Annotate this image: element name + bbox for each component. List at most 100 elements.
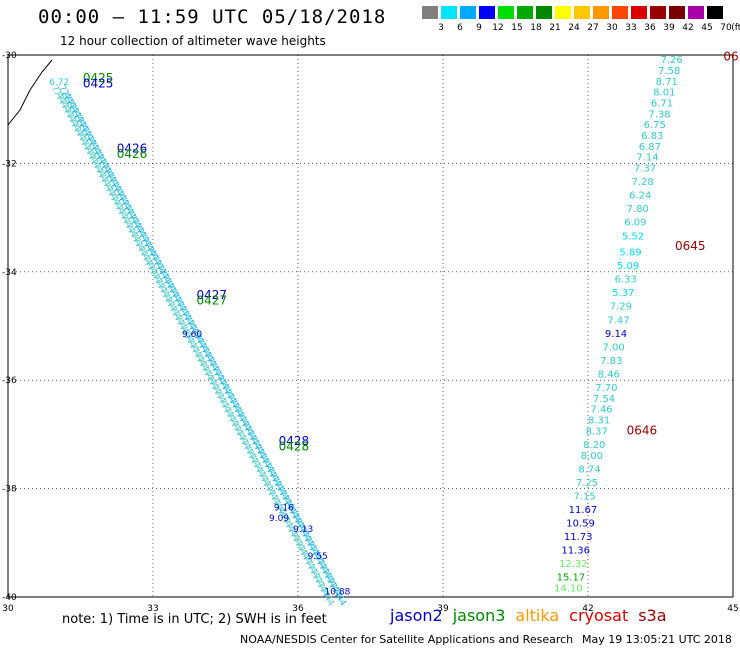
wave-height-label: 14.10 — [554, 584, 583, 595]
wave-height-label: 8.71 — [656, 77, 678, 88]
satellite-legend: jason2 jason3 altika cryosat s3a — [390, 606, 677, 625]
wave-height-label: 7.37 — [634, 164, 656, 175]
wave-height-label: 12.32 — [559, 559, 588, 570]
wave-height-label: 7.80 — [627, 204, 649, 215]
wave-height-label: 5.37 — [612, 288, 634, 299]
x-tick-label: 33 — [147, 604, 158, 614]
colorbar-swatch — [555, 6, 571, 19]
track-value-label: 9.09 — [269, 514, 289, 524]
x-tick-label: 30 — [2, 604, 14, 614]
pass-time-label: 0646 — [627, 423, 658, 437]
wave-height-label: 6.75 — [644, 120, 666, 131]
footer-note: note: 1) Time is in UTC; 2) SWH is in fe… — [62, 612, 327, 627]
wave-height-label: 7.00 — [603, 342, 625, 353]
y-tick-label: -40 — [2, 593, 17, 603]
colorbar-label: 30 — [606, 23, 618, 33]
wave-height-label: 7.38 — [648, 109, 670, 120]
wave-height-label: 7.26 — [661, 55, 683, 66]
colorbar-label: 3 — [438, 23, 444, 33]
wave-height-label: 5.89 — [619, 248, 641, 259]
colorbar-swatch — [498, 6, 514, 19]
wave-height-label: 7.47 — [607, 315, 629, 326]
wave-height-label: 7.70 — [595, 383, 617, 394]
track-value-label: 9.13 — [293, 525, 313, 535]
colorbar-label: 27 — [587, 23, 599, 33]
wave-height-label: 8.01 — [653, 88, 675, 99]
track-value-label: 6.72 — [49, 78, 69, 88]
legend-item: cryosat — [569, 606, 629, 625]
wave-height-label: 7.14 — [636, 153, 658, 164]
chart-subtitle: 12 hour collection of altimeter wave hei… — [60, 34, 326, 48]
wave-height-label: 7.58 — [658, 66, 680, 77]
wave-height-label: 7.46 — [590, 405, 612, 416]
wave-height-label: 9.14 — [605, 329, 627, 340]
wave-height-label: 11.36 — [561, 546, 590, 557]
pass-time-label: 06 — [723, 49, 738, 63]
wave-height-label: 6.87 — [639, 142, 661, 153]
wave-height-label: 7.29 — [610, 302, 632, 313]
wave-height-label: 8.74 — [578, 464, 600, 475]
colorbar-label: 45 — [701, 23, 713, 33]
pass-time-label: 0425 — [83, 71, 114, 85]
colorbar-swatch — [593, 6, 609, 19]
coastline — [7, 59, 53, 126]
pass-time-label: 0425 — [83, 77, 114, 91]
colorbar-label: 36 — [644, 23, 656, 33]
wave-height-label: 7.83 — [600, 356, 622, 367]
colorbar-swatch — [422, 6, 438, 19]
pass-time-label: 0427 — [197, 288, 228, 302]
colorbar-label: 12 — [492, 23, 504, 33]
track-value-label: 10.88 — [325, 587, 351, 597]
legend-item: jason2 — [390, 606, 443, 625]
track-value-label: 9.16 — [274, 503, 294, 513]
pass-time-label: 0645 — [675, 239, 706, 253]
colorbar-label: 42 — [682, 23, 694, 33]
y-tick-label: -34 — [2, 268, 17, 278]
x-tick-label: 39 — [437, 604, 449, 614]
wave-height-label: 6.09 — [624, 218, 646, 229]
colorbar-label: 9 — [476, 23, 482, 33]
track-value-label: 9.60 — [182, 330, 202, 340]
legend-item: s3a — [638, 606, 667, 625]
plot-frame — [7, 54, 734, 598]
wave-height-label: 6.24 — [629, 191, 651, 202]
wave-height-label: 5.09 — [617, 261, 639, 272]
colorbar-label: 70 — [720, 23, 732, 33]
colorbar-swatch — [536, 6, 552, 19]
pass-time-label: 0426 — [117, 142, 148, 156]
track-value-label: 9.55 — [308, 552, 328, 562]
colorbar-label: 15 — [511, 23, 523, 33]
wave-height-label: 7.25 — [576, 478, 598, 489]
y-tick-label: -30 — [2, 51, 17, 61]
colorbar-label: 39 — [663, 23, 675, 33]
wave-height-label: 7.15 — [574, 491, 596, 502]
wave-height-label: 6.71 — [651, 98, 673, 109]
x-tick-label: 36 — [292, 604, 304, 614]
pass-time-label: 0426 — [117, 147, 148, 161]
colorbar-swatch — [612, 6, 628, 19]
legend-item: altika — [515, 606, 560, 625]
colorbar-swatch — [669, 6, 685, 19]
generated-timestamp: May 19 13:05:21 UTC 2018 — [582, 633, 732, 646]
x-tick-label: 45 — [727, 604, 738, 614]
wave-height-label: 8.46 — [598, 369, 620, 380]
wave-height-label: 15.17 — [557, 573, 586, 584]
wave-height-label: 8.31 — [588, 416, 610, 427]
colorbar-swatch — [479, 6, 495, 19]
colorbar-swatch — [707, 6, 723, 19]
colorbar-label: 6 — [457, 23, 463, 33]
colorbar-label: 24 — [568, 23, 580, 33]
wave-height-label: 6.33 — [615, 275, 637, 286]
colorbar-swatch — [574, 6, 590, 19]
credit-line: NOAA/NESDIS Center for Satellite Applica… — [240, 633, 574, 646]
colorbar-swatch — [688, 6, 704, 19]
wave-height-label: 7.28 — [632, 177, 654, 188]
wave-height-label: 8.37 — [586, 426, 608, 437]
chart-title: 00:00 – 11:59 UTC 05/18/2018 — [38, 6, 387, 28]
wave-height-label: 7.54 — [593, 394, 615, 405]
wave-height-label: 5.52 — [622, 231, 644, 242]
pass-time-label: 0428 — [279, 440, 310, 454]
wave-height-label: 8.00 — [581, 451, 603, 462]
pass-time-label: 0427 — [197, 293, 228, 307]
